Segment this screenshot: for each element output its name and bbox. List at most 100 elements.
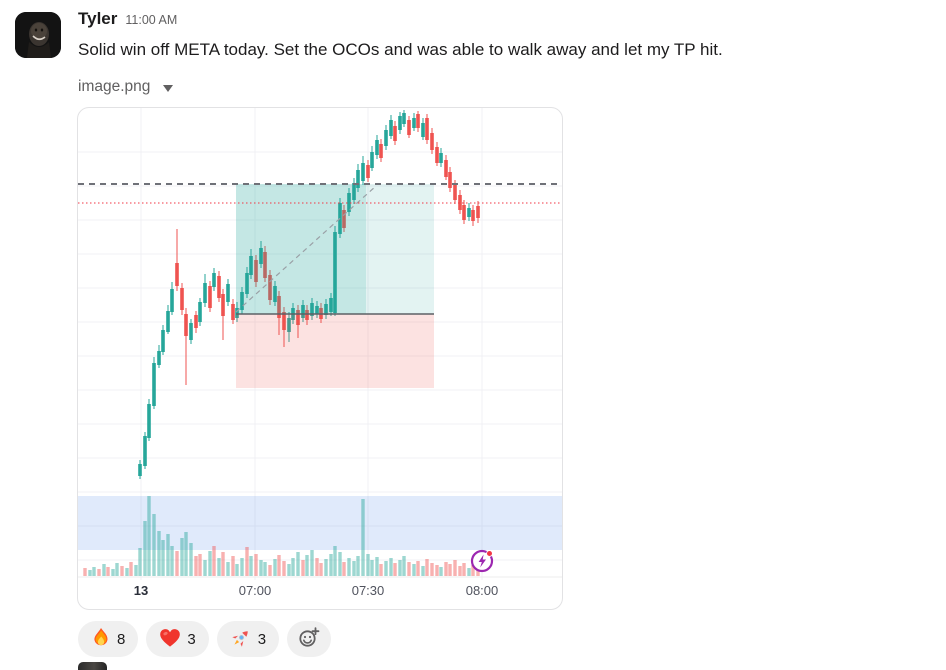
- candle-body: [430, 133, 434, 150]
- candle-body: [157, 351, 161, 365]
- candle-body: [147, 404, 151, 438]
- candle-body: [412, 118, 416, 128]
- reactions-bar: 8 3: [78, 621, 332, 657]
- volume-bar: [347, 558, 351, 576]
- candle-body: [310, 303, 314, 316]
- volume-bar: [226, 562, 230, 576]
- candle-body: [221, 294, 225, 316]
- chevron-down-icon[interactable]: [163, 84, 174, 92]
- candle-body: [370, 152, 374, 168]
- add-reaction-icon: [298, 627, 320, 651]
- candle-body: [143, 436, 147, 466]
- candle-body: [249, 256, 253, 275]
- volume-bar: [259, 560, 263, 576]
- volume-bar: [416, 561, 420, 576]
- candle-body: [425, 118, 429, 140]
- candle-body: [329, 298, 333, 312]
- candle-body: [152, 363, 156, 406]
- reaction-heart[interactable]: 3: [146, 621, 209, 657]
- volume-bar: [375, 557, 379, 576]
- candle-body: [315, 306, 319, 314]
- volume-bar: [120, 566, 124, 576]
- candle-body: [439, 153, 443, 163]
- candle-body: [240, 292, 244, 310]
- avatar-image: [15, 12, 61, 58]
- reaction-rocket[interactable]: 3: [216, 621, 280, 657]
- volume-bar: [287, 564, 291, 576]
- volume-bar: [342, 562, 346, 576]
- candle-body: [254, 260, 258, 282]
- volume-bar: [115, 563, 119, 576]
- flash-icon: [470, 548, 495, 573]
- candle-body: [175, 263, 179, 286]
- candle-body: [435, 147, 439, 163]
- volume-bar: [453, 560, 457, 576]
- candle-body: [263, 252, 267, 278]
- stop-zone: [236, 314, 434, 388]
- volume-bar: [462, 563, 466, 576]
- volume-bar: [352, 561, 356, 576]
- candle-body: [180, 288, 184, 310]
- author-name[interactable]: Tyler: [78, 9, 118, 28]
- volume-bar: [407, 562, 411, 576]
- attachment-image-chart[interactable]: 13 07:00 07:30 08:00: [77, 107, 563, 610]
- volume-bar: [147, 496, 151, 576]
- message-header: Tyler 11:00 AM: [78, 9, 177, 29]
- volume-bar: [273, 559, 277, 576]
- message-text: Solid win off META today. Set the OCOs a…: [78, 40, 723, 59]
- candle-body: [189, 323, 193, 340]
- volume-bar: [134, 565, 138, 576]
- candle-body: [347, 193, 351, 212]
- volume-bar: [315, 558, 319, 576]
- message-timestamp[interactable]: 11:00 AM: [125, 13, 178, 27]
- attachment-filename[interactable]: image.png: [78, 78, 151, 95]
- candle-body: [421, 123, 425, 137]
- time-axis-label: 07:30: [352, 583, 385, 598]
- candle-body: [444, 160, 448, 177]
- candle-body: [356, 170, 360, 188]
- candle-body: [203, 283, 207, 303]
- volume-bar: [398, 560, 402, 576]
- volume-bar: [471, 565, 475, 576]
- candle-body: [467, 208, 471, 217]
- volume-bar: [175, 551, 179, 576]
- volume-bar: [310, 550, 314, 576]
- volume-bar: [125, 568, 129, 576]
- volume-bar: [333, 546, 337, 576]
- volume-bar: [356, 556, 360, 576]
- time-axis-label: 08:00: [466, 583, 499, 598]
- time-axis-label: 07:00: [239, 583, 272, 598]
- volume-bar: [421, 566, 425, 576]
- volume-bar: [152, 514, 156, 576]
- volume-bar: [393, 563, 397, 576]
- candle-body: [166, 311, 170, 332]
- candle-body: [217, 276, 221, 298]
- candle-body: [305, 310, 309, 320]
- volume-bar: [324, 559, 328, 576]
- candle-body: [273, 286, 277, 302]
- volume-bar: [180, 538, 184, 576]
- candle-body: [282, 312, 286, 330]
- candle-body: [342, 210, 346, 228]
- volume-bar: [221, 552, 225, 576]
- reaction-fire[interactable]: 8: [78, 621, 139, 657]
- volume-bar: [129, 562, 133, 576]
- add-reaction-button[interactable]: [287, 621, 332, 657]
- fire-icon: [91, 627, 111, 652]
- next-message-avatar-partial[interactable]: [78, 662, 107, 670]
- volume-bar: [217, 558, 221, 576]
- volume-bar: [138, 548, 142, 576]
- avatar[interactable]: [15, 12, 61, 58]
- candle-body: [235, 308, 239, 318]
- candle-body: [416, 114, 420, 128]
- candle-body: [194, 315, 198, 328]
- volume-bar: [254, 554, 258, 576]
- volume-bar: [203, 560, 207, 576]
- volume-bar: [291, 558, 295, 576]
- volume-bar: [444, 562, 448, 576]
- volume-bar: [170, 546, 174, 576]
- candle-body: [259, 248, 263, 264]
- candle-body: [324, 304, 328, 315]
- volume-bar: [319, 563, 323, 576]
